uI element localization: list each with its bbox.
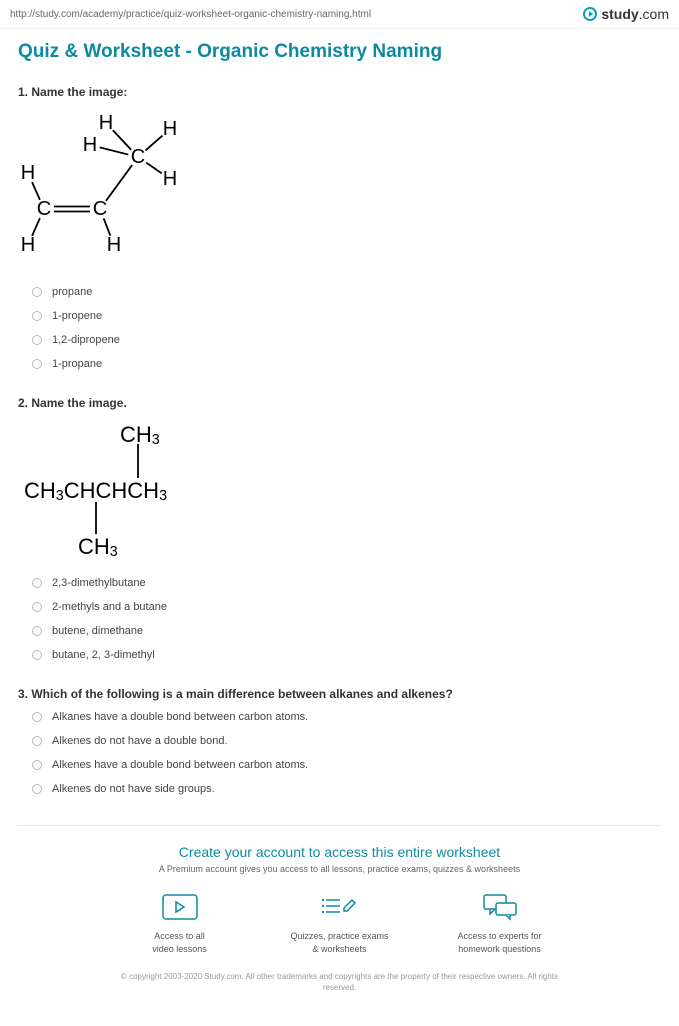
option-label: Alkenes do not have a double bond. xyxy=(52,735,228,747)
radio-icon xyxy=(32,602,42,612)
molecule-diagram-2: CH3CHCHCH3 CH3 CH3 xyxy=(20,420,661,563)
svg-text:CH3: CH3 xyxy=(78,534,118,561)
play-icon xyxy=(583,7,597,21)
svg-text:CH3CHCHCH3: CH3CHCHCH3 xyxy=(24,478,167,505)
svg-text:H: H xyxy=(21,162,35,184)
svg-text:C: C xyxy=(93,198,107,220)
radio-icon xyxy=(32,784,42,794)
benefit-quizzes[interactable]: Quizzes, practice exams& worksheets xyxy=(285,892,395,955)
option-label: Alkenes have a double bond between carbo… xyxy=(52,759,308,771)
answer-option[interactable]: 2-methyls and a butane xyxy=(32,601,661,613)
answer-options: Alkanes have a double bond between carbo… xyxy=(32,711,661,795)
radio-icon xyxy=(32,712,42,722)
cta-title: Create your account to access this entir… xyxy=(48,844,631,860)
question-3: 3. Which of the following is a main diff… xyxy=(18,687,661,795)
option-label: 1-propene xyxy=(52,310,102,322)
option-label: 1,2-dipropene xyxy=(52,334,120,346)
benefit-videos[interactable]: Access to allvideo lessons xyxy=(125,892,235,955)
answer-option[interactable]: butane, 2, 3-dimethyl xyxy=(32,649,661,661)
radio-icon xyxy=(32,760,42,770)
question-prompt: 2. Name the image. xyxy=(18,396,661,410)
radio-icon xyxy=(32,650,42,660)
radio-icon xyxy=(32,335,42,345)
benefits-row: Access to allvideo lessons Quizzes, prac… xyxy=(48,892,631,955)
radio-icon xyxy=(32,287,42,297)
answer-option[interactable]: Alkenes have a double bond between carbo… xyxy=(32,759,661,771)
option-label: Alkanes have a double bond between carbo… xyxy=(52,711,308,723)
svg-text:H: H xyxy=(99,112,113,134)
quiz-icon xyxy=(285,892,395,922)
option-label: propane xyxy=(52,286,92,298)
radio-icon xyxy=(32,359,42,369)
molecule-diagram-1: CCCHHHHHHH xyxy=(20,109,661,272)
answer-option[interactable]: 1-propene xyxy=(32,310,661,322)
answer-option[interactable]: butene, dimethane xyxy=(32,625,661,637)
answer-options: 2,3-dimethylbutane 2-methyls and a butan… xyxy=(32,577,661,661)
svg-text:C: C xyxy=(37,198,51,220)
svg-text:H: H xyxy=(83,134,97,156)
answer-option[interactable]: Alkenes do not have a double bond. xyxy=(32,735,661,747)
page-title: Quiz & Worksheet - Organic Chemistry Nam… xyxy=(18,41,661,63)
answer-option[interactable]: Alkenes do not have side groups. xyxy=(32,783,661,795)
answer-option[interactable]: 1-propane xyxy=(32,358,661,370)
copyright-text: © copyright 2003-2020 Study.com. All oth… xyxy=(48,971,631,993)
main-content: Quiz & Worksheet - Organic Chemistry Nam… xyxy=(0,29,679,1026)
page-url: http://study.com/academy/practice/quiz-w… xyxy=(10,9,371,20)
answer-option[interactable]: propane xyxy=(32,286,661,298)
option-label: 2,3-dimethylbutane xyxy=(52,577,146,589)
question-1: 1. Name the image: CCCHHHHHHH propane 1-… xyxy=(18,85,661,370)
cta-section: Create your account to access this entir… xyxy=(18,825,661,1014)
svg-text:C: C xyxy=(131,146,145,168)
brand-logo[interactable]: study.com xyxy=(583,6,669,22)
svg-text:H: H xyxy=(163,118,177,140)
benefit-text: Access to allvideo lessons xyxy=(125,930,235,955)
option-label: 2-methyls and a butane xyxy=(52,601,167,613)
svg-text:CH3: CH3 xyxy=(120,422,160,449)
benefit-experts[interactable]: Access to experts forhomework questions xyxy=(445,892,555,955)
video-icon xyxy=(125,892,235,922)
question-prompt: 3. Which of the following is a main diff… xyxy=(18,687,661,701)
svg-text:H: H xyxy=(21,234,35,256)
answer-option[interactable]: Alkanes have a double bond between carbo… xyxy=(32,711,661,723)
radio-icon xyxy=(32,578,42,588)
brand-text: study.com xyxy=(601,6,669,22)
answer-option[interactable]: 1,2-dipropene xyxy=(32,334,661,346)
radio-icon xyxy=(32,626,42,636)
cta-subtitle: A Premium account gives you access to al… xyxy=(48,864,631,874)
question-2: 2. Name the image. CH3CHCHCH3 CH3 CH3 2,3-… xyxy=(18,396,661,661)
option-label: butane, 2, 3-dimethyl xyxy=(52,649,155,661)
svg-text:H: H xyxy=(163,168,177,190)
option-label: Alkenes do not have side groups. xyxy=(52,783,215,795)
chat-icon xyxy=(445,892,555,922)
radio-icon xyxy=(32,311,42,321)
benefit-text: Access to experts forhomework questions xyxy=(445,930,555,955)
option-label: 1-propane xyxy=(52,358,102,370)
url-bar: http://study.com/academy/practice/quiz-w… xyxy=(0,0,679,29)
question-prompt: 1. Name the image: xyxy=(18,85,661,99)
answer-option[interactable]: 2,3-dimethylbutane xyxy=(32,577,661,589)
benefit-text: Quizzes, practice exams& worksheets xyxy=(285,930,395,955)
option-label: butene, dimethane xyxy=(52,625,143,637)
answer-options: propane 1-propene 1,2-dipropene 1-propan… xyxy=(32,286,661,370)
radio-icon xyxy=(32,736,42,746)
svg-text:H: H xyxy=(107,234,121,256)
